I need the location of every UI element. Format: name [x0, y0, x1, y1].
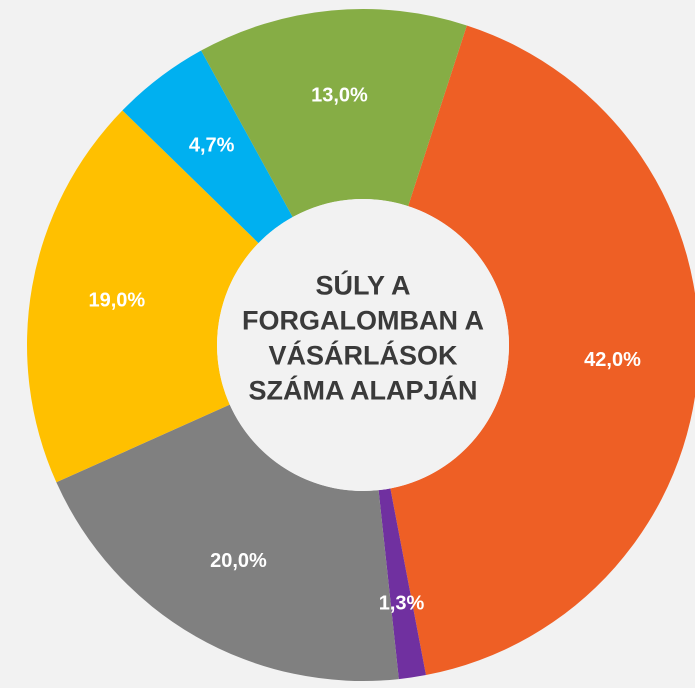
slices: [27, 9, 695, 682]
slice: [122, 50, 293, 244]
slice: [378, 488, 426, 680]
slice: [56, 404, 399, 682]
data-label: 1,3%: [379, 592, 425, 614]
data-label: 4,7%: [189, 134, 235, 156]
donut-hole: [217, 199, 509, 491]
slice: [27, 110, 259, 483]
center-title: SÚLY A: [315, 270, 410, 301]
data-label: 42,0%: [584, 349, 641, 371]
center-title: SZÁMA ALAPJÁN: [249, 375, 478, 406]
data-label: 19,0%: [88, 290, 145, 312]
center-title: FORGALOMBAN A: [242, 306, 484, 336]
center-title: VÁSÁRLÁSOK: [268, 340, 458, 371]
slice: [390, 25, 695, 676]
data-label: 13,0%: [311, 84, 368, 106]
data-label: 20,0%: [210, 550, 267, 572]
slice: [201, 9, 467, 218]
labels: 42,0% 1,3% 20,0% 19,0% 4,7% 13,0%: [88, 84, 641, 614]
